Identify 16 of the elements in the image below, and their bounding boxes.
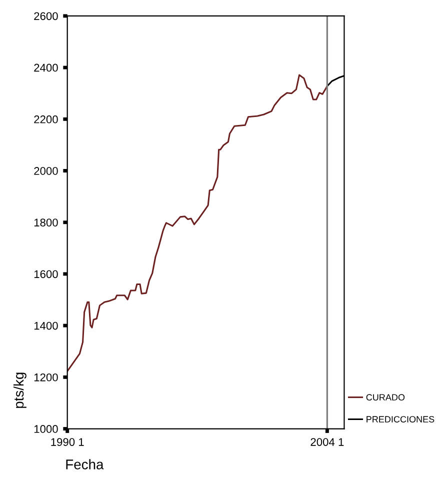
y-tick-label: 2400 (34, 64, 58, 72)
y-axis-title: pts/kg (13, 372, 26, 408)
x-tick-label: 2004 1 (310, 438, 344, 446)
y-tick-label: 1000 (34, 425, 58, 433)
y-tick-label: 2200 (34, 115, 58, 124)
y-tick-label: 2000 (34, 167, 58, 175)
legend-label: CURADO (366, 394, 405, 401)
y-tick-label: 2600 (34, 12, 58, 20)
x-axis-title: Fecha (66, 459, 104, 470)
y-tick-label: 1800 (34, 218, 58, 226)
y-tick-label: 1200 (34, 373, 58, 382)
y-tick-label: 1600 (34, 270, 58, 278)
x-tick-label: 1990 1 (51, 438, 84, 446)
legend-label: PREDICCIONES (366, 416, 434, 422)
y-tick-label: 1400 (34, 322, 58, 330)
line-series (67, 74, 328, 372)
